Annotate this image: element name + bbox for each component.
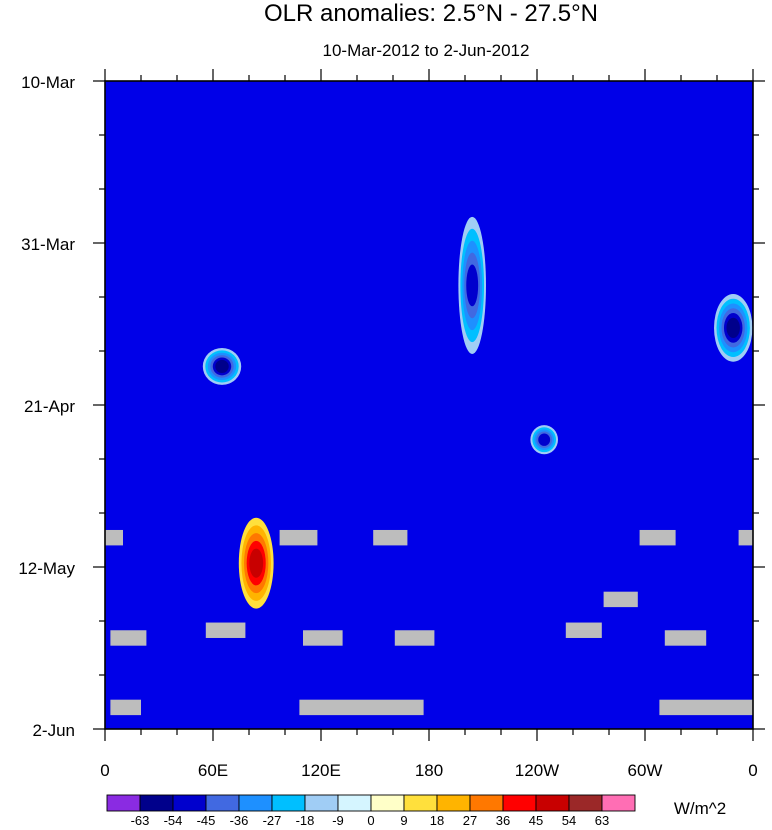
- x-tick-label: 60E: [198, 761, 228, 780]
- colorbar-box: [403, 794, 438, 812]
- missing-data-region: [394, 630, 435, 646]
- colorbar-label: 18: [430, 813, 444, 828]
- missing-data-region: [373, 529, 408, 546]
- colorbar-label: 9: [400, 813, 407, 828]
- chart-subtitle: 10-Mar-2012 to 2-Jun-2012: [323, 41, 530, 60]
- y-tick-label: 12-May: [18, 559, 75, 578]
- missing-data-region: [110, 630, 147, 646]
- y-tick-label: 10-Mar: [21, 73, 75, 92]
- x-tick-label: 0: [100, 761, 109, 780]
- colorbar-box: [337, 794, 372, 812]
- colorbar-units: W/m^2: [674, 799, 726, 818]
- anomaly-core-ring: [215, 359, 229, 373]
- x-tick-label: 120E: [301, 761, 341, 780]
- x-tick-label: 60W: [628, 761, 663, 780]
- chart-title: OLR anomalies: 2.5°N - 27.5°N: [264, 0, 598, 27]
- missing-data-region: [603, 591, 638, 608]
- colorbar: -63 -54 -45 -36 -27 -18 -9 0 9 18 27 36 45 54 63: [106, 794, 636, 828]
- colorbar-box: [238, 794, 273, 812]
- anomaly-core-ring: [466, 264, 479, 307]
- colorbar-label: -36: [230, 813, 249, 828]
- missing-data-region: [639, 529, 676, 546]
- colorbar-box: [139, 794, 174, 812]
- colorbar-box: [601, 794, 636, 812]
- colorbar-label: -45: [197, 813, 216, 828]
- colorbar-box: [172, 794, 207, 812]
- y-tick-label: 21-Apr: [24, 397, 75, 416]
- colorbar-box: [304, 794, 339, 812]
- plot-area: [105, 81, 753, 729]
- x-tick-label: 120W: [515, 761, 559, 780]
- y-axis: 10-Mar 31-Mar 21-Apr 12-May 2-Jun: [18, 73, 765, 740]
- colorbar-box: [271, 794, 306, 812]
- missing-data-region: [738, 529, 753, 546]
- colorbar-box: [469, 794, 504, 812]
- x-tick-label: 0: [748, 761, 757, 780]
- colorbar-box: [205, 794, 240, 812]
- anomaly-field: [105, 81, 753, 729]
- colorbar-label: 36: [496, 813, 510, 828]
- anomaly-core-ring: [726, 317, 740, 338]
- colorbar-label: 54: [562, 813, 576, 828]
- y-tick-label: 2-Jun: [32, 721, 75, 740]
- colorbar-box: [106, 794, 141, 812]
- missing-data-region: [105, 529, 123, 546]
- missing-data-region: [205, 622, 246, 638]
- colorbar-box: [370, 794, 405, 812]
- colorbar-box: [568, 794, 603, 812]
- colorbar-label: 63: [595, 813, 609, 828]
- y-tick-label: 31-Mar: [21, 235, 75, 254]
- missing-data-region: [659, 699, 753, 716]
- missing-data-regions: [105, 529, 753, 716]
- colorbar-box: [436, 794, 471, 812]
- colorbar-label: -63: [131, 813, 150, 828]
- colorbar-label: 27: [463, 813, 477, 828]
- colorbar-label: -18: [296, 813, 315, 828]
- x-axis: 0 60E 120E 180 120W 60W 0: [100, 69, 758, 780]
- missing-data-region: [303, 630, 343, 646]
- colorbar-label: 0: [367, 813, 374, 828]
- colorbar-label: -54: [164, 813, 183, 828]
- missing-data-region: [565, 622, 602, 638]
- colorbar-box: [535, 794, 570, 812]
- missing-data-region: [299, 699, 424, 716]
- colorbar-label: -27: [263, 813, 282, 828]
- anomaly-core-ring: [538, 433, 551, 446]
- colorbar-box: [502, 794, 537, 812]
- colorbar-label: 45: [529, 813, 543, 828]
- missing-data-region: [664, 630, 707, 646]
- missing-data-region: [110, 699, 141, 716]
- x-tick-label: 180: [415, 761, 443, 780]
- colorbar-label: -9: [332, 813, 344, 828]
- anomaly-features: [202, 216, 753, 609]
- anomaly-core-ring: [249, 548, 264, 578]
- missing-data-region: [279, 529, 318, 546]
